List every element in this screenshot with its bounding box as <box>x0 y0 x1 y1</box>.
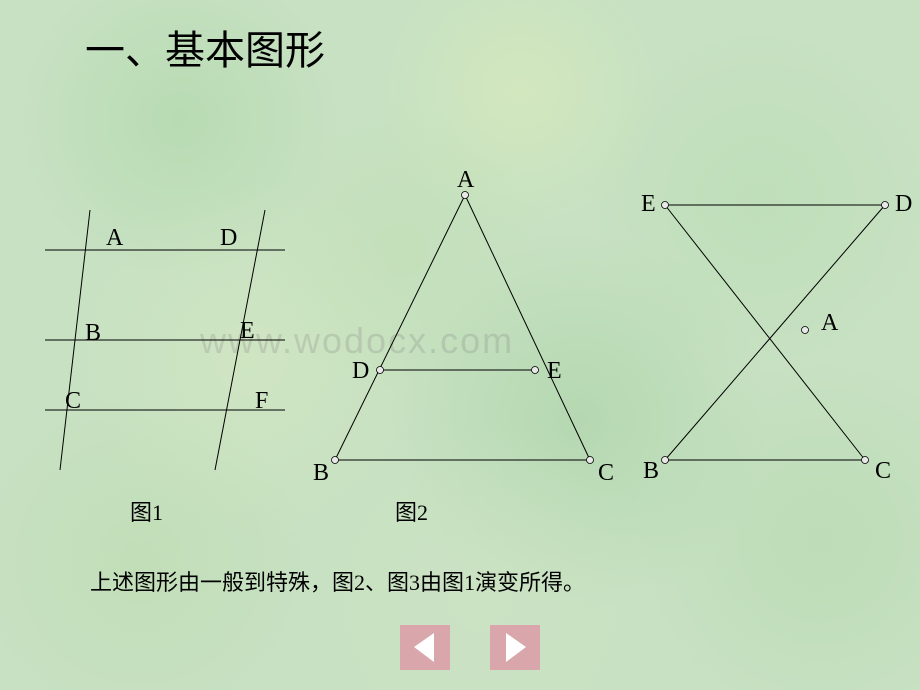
svg-text:E: E <box>547 358 562 384</box>
next-slide-button[interactable] <box>490 625 540 670</box>
figure-1-caption: 图1 <box>130 495 163 527</box>
svg-text:B: B <box>643 458 659 484</box>
figure-3: E D A B C <box>630 170 920 490</box>
figure-1: A D B E C F <box>30 190 300 490</box>
svg-text:C: C <box>598 460 614 486</box>
figure-2: A D E B C <box>310 170 620 490</box>
svg-text:A: A <box>106 225 124 251</box>
svg-text:A: A <box>457 170 475 193</box>
svg-text:C: C <box>65 388 81 414</box>
svg-text:C: C <box>875 458 891 484</box>
figure-2-caption: 图2 <box>395 495 428 527</box>
svg-text:D: D <box>352 358 369 384</box>
svg-text:A: A <box>821 310 839 336</box>
slide-title: 一、基本图形 <box>85 18 325 76</box>
prev-slide-button[interactable] <box>400 625 450 670</box>
svg-text:D: D <box>895 191 912 217</box>
svg-text:B: B <box>85 320 101 346</box>
description-text: 上述图形由一般到特殊，图2、图3由图1演变所得。 <box>90 565 585 597</box>
svg-text:B: B <box>313 460 329 486</box>
svg-text:F: F <box>255 388 268 414</box>
svg-text:D: D <box>220 225 237 251</box>
svg-text:E: E <box>641 191 656 217</box>
svg-text:E: E <box>240 318 255 344</box>
